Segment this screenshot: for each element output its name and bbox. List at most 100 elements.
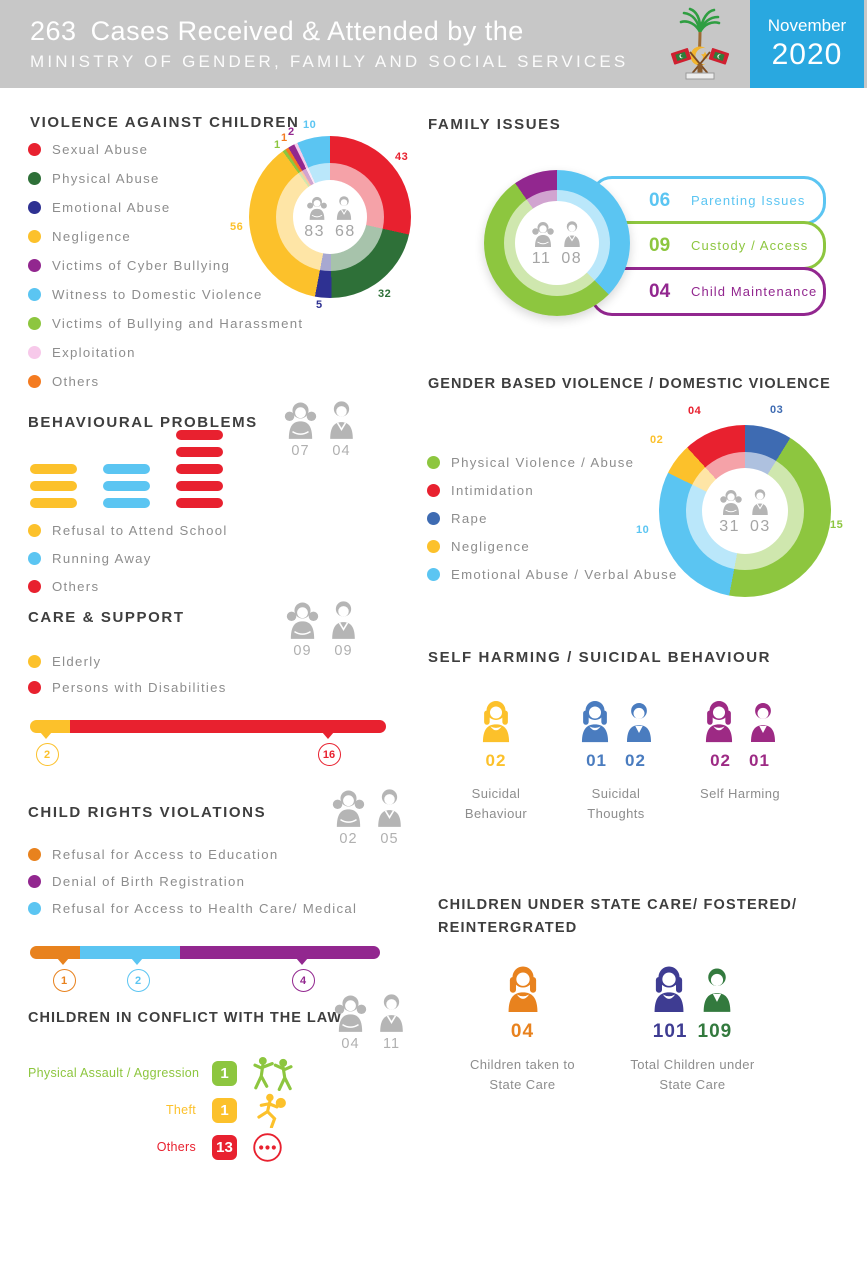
girl-icon (333, 991, 368, 1032)
legend-item: Others (28, 580, 228, 593)
gbv-women-total: 31 (719, 517, 740, 535)
legend-dot (28, 552, 41, 565)
male-count: 109 (697, 1021, 733, 1042)
bar-unit (176, 430, 223, 440)
behavioural-legend: Refusal to Attend School Running Away Othe… (28, 524, 228, 608)
female-count: 01 (586, 751, 607, 770)
legend-item: Negligence (427, 540, 678, 553)
boy-icon (560, 219, 584, 247)
legend-dot (28, 902, 41, 915)
conflict-row: Physical Assault / Aggression 1 (28, 1058, 295, 1088)
month-label: November (767, 16, 847, 35)
legend-label: Refusal for Access to Health Care/ Medic… (52, 901, 358, 916)
woman-icon (700, 695, 738, 745)
family-box-label: Parenting Issues (691, 193, 806, 208)
bar-segment (80, 946, 180, 959)
gbv-men-total: 03 (750, 517, 771, 535)
group-label: Suicidal Thoughts (587, 786, 645, 822)
donut-value-label: 43 (395, 151, 409, 163)
marker-value-circle: 16 (317, 743, 341, 766)
group-counts: 04 (511, 1021, 534, 1043)
section-title-care-support: CARE & SUPPORT (28, 609, 185, 626)
boy-icon (372, 786, 407, 827)
month-box: November 2020 (750, 0, 864, 88)
header-title: 263 Cases Received & Attended by the (30, 16, 524, 47)
legend-dot (427, 484, 440, 497)
man-icon (326, 598, 361, 639)
group-label: Suicidal Behaviour (464, 786, 528, 822)
conflict-label: Others (156, 1140, 196, 1154)
legend-item: Victims of Cyber Bullying (28, 259, 303, 272)
woman-man-icons (719, 487, 772, 515)
boy-icon (748, 487, 772, 515)
legend-item: Victims of Bullying and Harassment (28, 317, 303, 330)
legend-item: Refusal for Access to Health Care/ Medic… (28, 902, 357, 915)
family-box-label: Child Maintenance (691, 284, 818, 299)
section-title-state-care: CHILDREN UNDER STATE CARE/ FOSTERED/ REI… (438, 897, 798, 937)
legend-dot (28, 230, 41, 243)
boy-icon (324, 398, 359, 439)
child-rights-totals-pictogram: 02 05 (331, 786, 407, 847)
legend-item: Elderly (28, 655, 227, 668)
marker-value-circle: 2 (126, 969, 150, 992)
bar-unit (176, 481, 223, 491)
donut-value-label: 1 (281, 132, 288, 144)
woman-icon (285, 598, 320, 639)
legend-dot (28, 201, 41, 214)
header-title-text: Cases Received & Attended by the (90, 16, 524, 46)
vac-donut-chart: 83 68 43 32 5 56 2 10 1 1 (230, 119, 411, 311)
legend-item: Refusal for Access to Education (28, 848, 357, 861)
legend-item: Physical Violence / Abuse (427, 456, 678, 469)
donut-value-label: 1 (274, 139, 281, 151)
girls-count: 07 (291, 443, 310, 459)
female-count: 02 (485, 751, 507, 770)
girl-icon (719, 487, 743, 515)
donut-value-label: 04 (688, 405, 702, 417)
group-icons (502, 960, 544, 1015)
marker-notch (322, 732, 334, 739)
legend-item: Witness to Domestic Violence (28, 288, 303, 301)
woman-icon (477, 695, 515, 745)
care-support-bar-chart: 2 16 (30, 720, 386, 766)
legend-item: Negligence (28, 230, 303, 243)
conflict-count-badge: 13 (212, 1134, 237, 1160)
donut-value-label: 5 (316, 299, 323, 311)
group-icons (477, 695, 515, 745)
children-count: 04 (510, 1021, 535, 1042)
legend-item: Persons with Disabilities (28, 681, 227, 694)
donut-value-label: 2 (288, 126, 295, 138)
legend-label: Refusal for Access to Education (52, 847, 279, 862)
family-box-label: Custody / Access (691, 238, 809, 253)
family-box-maintenance: 04 Child Maintenance (590, 267, 826, 316)
bar-unit (103, 464, 150, 474)
man-icon (697, 962, 737, 1015)
conflict-count-badge: 1 (212, 1097, 237, 1123)
state-care-group: 04 Children taken to State Care (460, 960, 585, 1094)
group-label: Self Harming (700, 786, 780, 801)
marker-notch (57, 958, 69, 965)
self-harm-group: 01 02 Suicidal Thoughts (566, 695, 666, 824)
legend-item: Emotional Abuse (28, 201, 303, 214)
legend-label: Negligence (451, 539, 530, 554)
vac-legend: Sexual Abuse Physical Abuse Emotional Abus… (28, 143, 303, 404)
girl-icon (531, 219, 555, 247)
girl-icon (306, 194, 328, 220)
vac-girls-total: 83 (304, 222, 325, 240)
legend-label: Emotional Abuse (52, 200, 171, 215)
boy-icon (374, 991, 409, 1032)
male-count: 02 (625, 751, 646, 770)
group-counts: 02 01 (710, 751, 770, 771)
legend-label: Witness to Domestic Violence (52, 287, 263, 302)
legend-label: Exploitation (52, 345, 136, 360)
header-bar: 263 Cases Received & Attended by the MIN… (0, 0, 867, 88)
conflict-row: Theft 1 (28, 1095, 295, 1125)
group-icons (648, 960, 737, 1015)
legend-label: Intimidation (451, 483, 535, 498)
section-title-behavioural-problems: BEHAVIOURAL PROBLEMS (28, 414, 258, 431)
bar-stack (30, 464, 77, 508)
group-counts: 02 (486, 751, 507, 771)
bar-unit (103, 481, 150, 491)
legend-dot (28, 524, 41, 537)
bar-segment (30, 946, 80, 959)
bar-stack (103, 464, 150, 508)
